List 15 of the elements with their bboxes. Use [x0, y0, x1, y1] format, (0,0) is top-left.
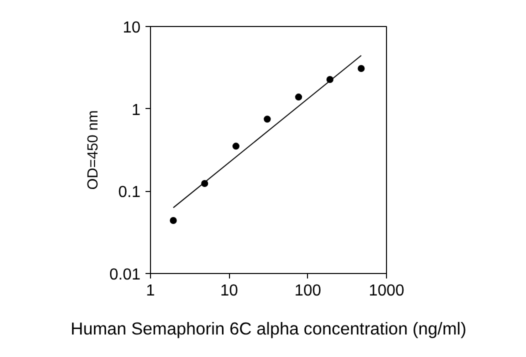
- y-tick-label: 10: [122, 20, 141, 36]
- x-axis-title: Human Semaphorin 6C alpha concentration (ng/ml): [70, 318, 466, 338]
- y-axis-title: OD=450 nm: [85, 110, 102, 190]
- point: [170, 217, 177, 224]
- x-tick-label: 10: [220, 282, 238, 300]
- x-tick-label: 1: [146, 282, 156, 300]
- y-tick-label: 0.1: [118, 184, 141, 202]
- x-tick-label: 1000: [368, 282, 404, 300]
- point: [295, 94, 302, 101]
- point: [232, 142, 240, 150]
- point: [358, 65, 365, 72]
- y-tick-label: 0.01: [109, 266, 141, 284]
- y-tick-label: 1: [132, 102, 141, 119]
- point: [264, 116, 271, 123]
- x-tick-label: 100: [294, 282, 322, 300]
